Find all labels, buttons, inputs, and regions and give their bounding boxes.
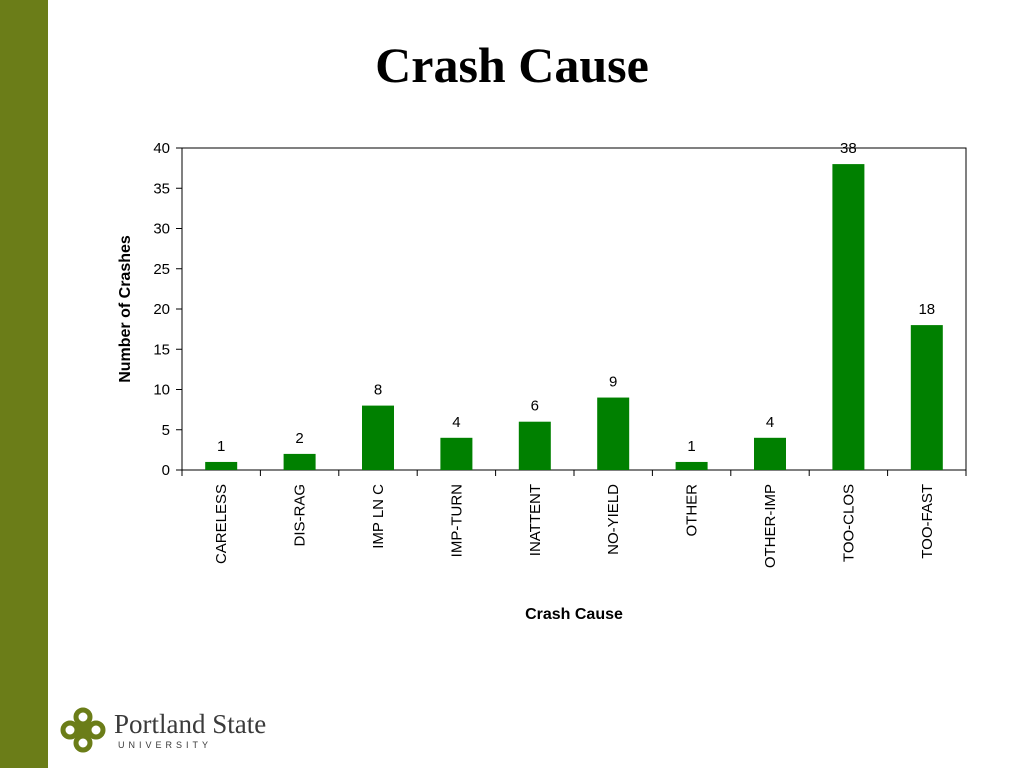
- data-label: 9: [609, 374, 617, 391]
- x-axis-title: Crash Cause: [525, 606, 623, 623]
- data-label: 4: [452, 414, 460, 431]
- bar-careless: [205, 461, 238, 470]
- x-tick-label: IMP LN C: [370, 484, 387, 549]
- logo-knot-icon: [60, 707, 106, 753]
- x-tick-label: CARELESS: [213, 484, 230, 564]
- y-tick-label: 5: [162, 422, 170, 439]
- data-label: 1: [687, 438, 695, 455]
- data-label: 4: [766, 414, 774, 431]
- data-label: 38: [840, 140, 857, 157]
- y-tick-label: 0: [162, 462, 170, 479]
- bar-no-yield: [597, 397, 630, 470]
- logo-subtitle: UNIVERSITY: [118, 740, 213, 750]
- bar-chart: 0 5 10 15 20 25 30 35 40 1 CARELESS 2 DIS-RAG 8 IMP LN…: [117, 140, 967, 623]
- y-tick-label: 15: [153, 341, 170, 358]
- x-tick-label: OTHER-IMP: [762, 484, 779, 568]
- x-tick-label: NO-YIELD: [605, 484, 622, 555]
- bar-too-fast: [910, 325, 943, 470]
- university-logo: Portland State UNIVERSITY: [60, 705, 300, 755]
- y-tick-label: 25: [153, 261, 170, 278]
- bar-too-clos: [832, 164, 865, 470]
- bar-imp-ln-c: [362, 405, 394, 470]
- data-label: 2: [295, 430, 303, 447]
- bar-dis-rag: [283, 453, 316, 470]
- y-tick-label: 20: [153, 301, 170, 318]
- x-tick-label: IMP-TURN: [448, 484, 465, 557]
- data-label: 18: [918, 301, 935, 318]
- bar-imp-turn: [440, 437, 473, 470]
- y-tick-label: 30: [153, 221, 170, 238]
- bar-other: [675, 461, 708, 470]
- y-axis-title: Number of Crashes: [117, 235, 134, 383]
- data-label: 1: [217, 438, 225, 455]
- logo-name: Portland State: [114, 709, 267, 739]
- data-label: 8: [374, 382, 382, 399]
- bar-other-imp: [754, 437, 786, 470]
- side-accent-bar: [0, 0, 48, 768]
- x-tick-label: OTHER: [684, 484, 701, 537]
- slide-title: Crash Cause: [375, 37, 649, 93]
- y-tick-label: 35: [153, 180, 170, 197]
- x-tick-label: TOO-FAST: [919, 484, 936, 559]
- data-label: 6: [531, 398, 539, 415]
- y-tick-label: 10: [153, 382, 170, 399]
- x-tick-label: INATTENT: [527, 484, 544, 556]
- x-tick-label: DIS-RAG: [292, 484, 309, 547]
- x-tick-label: TOO-CLOS: [840, 484, 857, 562]
- y-tick-label: 40: [153, 140, 170, 157]
- bar-inattent: [518, 421, 551, 470]
